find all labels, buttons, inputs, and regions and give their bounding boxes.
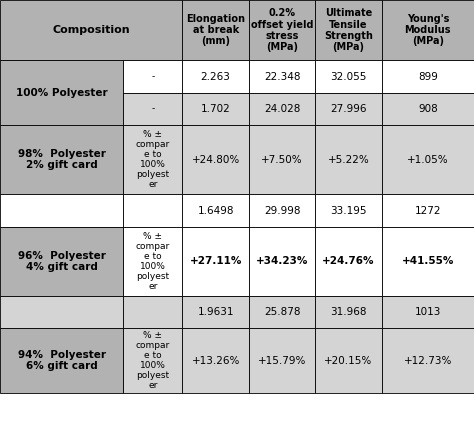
Text: +1.05%: +1.05% (407, 155, 448, 165)
Bar (182, 296, 249, 328)
Text: 27.996: 27.996 (330, 104, 367, 114)
Text: 0.2%
offset yield
stress
(MPa): 0.2% offset yield stress (MPa) (251, 9, 313, 52)
Text: Young's
Modulus
(MPa): Young's Modulus (MPa) (404, 14, 451, 47)
Bar (123, 125, 182, 194)
Text: +34.23%: +34.23% (256, 256, 308, 267)
Text: 899: 899 (418, 72, 438, 82)
Text: +27.11%: +27.11% (190, 256, 242, 267)
Bar (123, 194, 182, 227)
Text: 24.028: 24.028 (264, 104, 300, 114)
Bar (249, 328, 315, 393)
Bar (382, 296, 474, 328)
Bar (249, 0, 315, 60)
Bar (0, 0, 182, 60)
Text: % ±
compar
e to
100%
polyest
er: % ± compar e to 100% polyest er (136, 232, 170, 291)
Text: 1.9631: 1.9631 (197, 307, 234, 317)
Bar (182, 60, 249, 93)
Text: 2.263: 2.263 (201, 72, 231, 82)
Bar (182, 0, 249, 60)
Bar (382, 93, 474, 125)
Text: +24.76%: +24.76% (322, 256, 374, 267)
Text: 33.195: 33.195 (330, 206, 367, 215)
Text: 1013: 1013 (415, 307, 441, 317)
Bar (315, 194, 382, 227)
Text: 1.6498: 1.6498 (197, 206, 234, 215)
Bar (315, 227, 382, 296)
Text: 25.878: 25.878 (264, 307, 301, 317)
Bar (123, 328, 182, 393)
Text: -: - (151, 72, 155, 81)
Bar (182, 194, 249, 227)
Text: 96%  Polyester
4% gift card: 96% Polyester 4% gift card (18, 251, 106, 272)
Bar (249, 60, 315, 93)
Bar (0, 194, 123, 227)
Bar (0, 227, 123, 296)
Text: 32.055: 32.055 (330, 72, 366, 82)
Bar (182, 328, 249, 393)
Bar (123, 296, 182, 328)
Text: Ultimate
Tensile
Strength
(MPa): Ultimate Tensile Strength (MPa) (324, 9, 373, 52)
Text: +20.15%: +20.15% (324, 356, 373, 366)
Text: Composition: Composition (53, 25, 130, 35)
Text: 31.968: 31.968 (330, 307, 367, 317)
Text: 100% Polyester: 100% Polyester (16, 88, 108, 98)
Text: Elongation
at break
(mm): Elongation at break (mm) (186, 14, 245, 47)
Bar (182, 125, 249, 194)
Bar (0, 60, 123, 125)
Text: 98%  Polyester
2% gift card: 98% Polyester 2% gift card (18, 149, 106, 170)
Bar (315, 328, 382, 393)
Bar (382, 194, 474, 227)
Bar (249, 296, 315, 328)
Bar (249, 125, 315, 194)
Bar (382, 60, 474, 93)
Text: 1.702: 1.702 (201, 104, 230, 114)
Bar (382, 0, 474, 60)
Bar (315, 60, 382, 93)
Bar (182, 93, 249, 125)
Text: +41.55%: +41.55% (401, 256, 454, 267)
Bar (123, 227, 182, 296)
Text: +12.73%: +12.73% (403, 356, 452, 366)
Text: % ±
compar
e to
100%
polyest
er: % ± compar e to 100% polyest er (136, 331, 170, 391)
Bar (0, 125, 123, 194)
Text: +5.22%: +5.22% (328, 155, 369, 165)
Bar (249, 194, 315, 227)
Bar (382, 125, 474, 194)
Text: 908: 908 (418, 104, 438, 114)
Text: +15.79%: +15.79% (258, 356, 306, 366)
Text: 1272: 1272 (415, 206, 441, 215)
Text: +7.50%: +7.50% (261, 155, 303, 165)
Bar (315, 296, 382, 328)
Text: % ±
compar
e to
100%
polyest
er: % ± compar e to 100% polyest er (136, 130, 170, 190)
Bar (0, 328, 123, 393)
Bar (315, 93, 382, 125)
Text: +24.80%: +24.80% (191, 155, 240, 165)
Bar (249, 227, 315, 296)
Bar (123, 60, 182, 93)
Bar (123, 93, 182, 125)
Bar (315, 0, 382, 60)
Bar (0, 296, 123, 328)
Bar (249, 93, 315, 125)
Text: +13.26%: +13.26% (191, 356, 240, 366)
Bar (182, 227, 249, 296)
Text: 29.998: 29.998 (264, 206, 301, 215)
Bar (382, 328, 474, 393)
Text: 22.348: 22.348 (264, 72, 301, 82)
Text: 94%  Polyester
6% gift card: 94% Polyester 6% gift card (18, 350, 106, 371)
Bar (315, 125, 382, 194)
Bar (382, 227, 474, 296)
Text: -: - (151, 104, 155, 113)
